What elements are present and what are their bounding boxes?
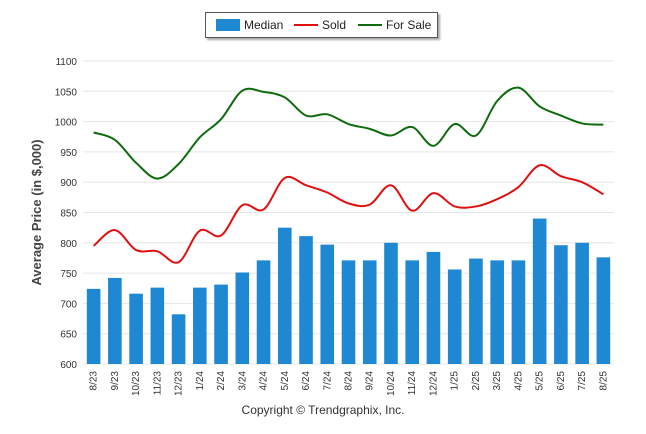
x-tick-label-1/25: 1/25	[450, 371, 461, 391]
y-tick-label-1050: 1050	[55, 87, 78, 98]
median-bar-12/23	[171, 314, 186, 364]
median-bar-12/24	[426, 251, 441, 364]
for-sale-line	[93, 86, 604, 180]
y-tick-label-650: 650	[60, 330, 77, 341]
x-tick-label-5/24: 5/24	[280, 371, 291, 391]
legend-for-sale-label: For Sale	[386, 18, 432, 32]
median-bar-1/24	[193, 287, 207, 364]
median-bar-6/25	[554, 245, 568, 364]
x-tick-label-8/24: 8/24	[344, 371, 355, 391]
x-tick-label-8/23: 8/23	[89, 371, 100, 391]
y-tick-label-900: 900	[60, 178, 77, 189]
x-tick-label-7/24: 7/24	[322, 371, 333, 391]
y-axis-title: Average Price (in $,000)	[29, 139, 44, 285]
x-tick-label-4/24: 4/24	[259, 371, 270, 391]
median-bar-6/24	[299, 236, 313, 364]
y-tick-label-1000: 1000	[55, 118, 78, 129]
x-tick-label-3/25: 3/25	[492, 371, 503, 391]
median-bar-3/25	[490, 260, 504, 364]
x-tick-label-2/25: 2/25	[471, 371, 482, 391]
x-tick-label-9/23: 9/23	[110, 371, 121, 391]
legend-sold-label: Sold	[322, 18, 347, 32]
median-bar-8/23	[86, 288, 101, 364]
y-tick-label-800: 800	[60, 239, 77, 250]
y-tick-label-600: 600	[60, 360, 77, 371]
x-tick-label-3/24: 3/24	[237, 371, 248, 391]
median-bar-8/24	[341, 260, 356, 364]
x-tick-label-10/24: 10/24	[386, 371, 397, 396]
x-tick-label-6/24: 6/24	[301, 371, 312, 391]
median-bar-4/24	[256, 260, 271, 364]
x-tick-label-10/23: 10/23	[131, 371, 142, 396]
median-bar-11/23	[150, 287, 165, 364]
copyright-text: Copyright © Trendgraphix, Inc.	[241, 403, 405, 417]
x-tick-label-9/24: 9/24	[365, 371, 376, 391]
x-tick-label-6/25: 6/25	[556, 371, 567, 391]
median-bar-8/25	[596, 257, 611, 364]
y-tick-label-750: 750	[60, 269, 77, 280]
median-bar-9/24	[362, 260, 377, 364]
y-tick-label-700: 700	[60, 299, 77, 310]
y-tick-label-950: 950	[60, 148, 77, 159]
median-bar-11/24	[405, 260, 420, 364]
x-tick-label-11/23: 11/23	[152, 371, 163, 396]
legend-sold-swatch	[294, 24, 318, 26]
median-bar-9/23	[108, 277, 122, 364]
x-tick-label-2/24: 2/24	[216, 371, 227, 391]
x-tick-label-4/25: 4/25	[513, 371, 524, 391]
x-tick-label-5/25: 5/25	[535, 371, 546, 391]
y-tick-label-1100: 1100	[55, 57, 77, 68]
median-bar-2/24	[214, 284, 228, 364]
median-bar-2/25	[469, 258, 483, 364]
y-tick-label-850: 850	[60, 209, 77, 220]
median-bar-3/24	[235, 272, 250, 364]
x-tick-label-1/24: 1/24	[195, 371, 206, 391]
sold-line	[92, 164, 604, 264]
median-bar-5/25	[532, 218, 547, 364]
median-bar-1/25	[447, 269, 462, 364]
legend: Median Sold For Sale	[205, 12, 438, 38]
median-bar-7/24	[320, 244, 335, 364]
median-bar-7/25	[575, 242, 589, 364]
x-tick-label-11/24: 11/24	[407, 371, 418, 396]
legend-median-swatch	[216, 19, 240, 31]
x-tick-label-8/25: 8/25	[598, 371, 609, 391]
median-bar-10/23	[129, 293, 143, 364]
median-bar-10/24	[384, 242, 398, 364]
x-tick-label-12/23: 12/23	[174, 371, 185, 396]
x-tick-label-7/25: 7/25	[577, 371, 588, 391]
median-bar-5/24	[277, 227, 292, 364]
legend-for-sale-swatch	[358, 24, 382, 26]
legend-median-label: Median	[244, 18, 284, 32]
x-tick-label-12/24: 12/24	[428, 371, 439, 396]
median-bar-4/25	[511, 260, 526, 364]
